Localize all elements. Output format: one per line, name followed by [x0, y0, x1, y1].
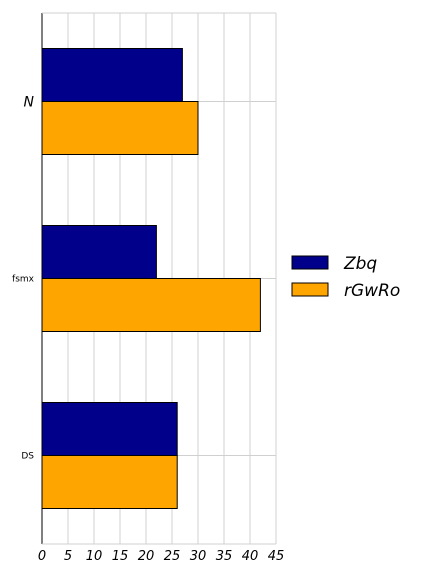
bar-rGwRo-fsmx: [41, 278, 261, 332]
x-tick-label: 5: [64, 549, 72, 564]
x-tick-label: 25: [164, 549, 181, 564]
x-tick-label: 10: [86, 549, 103, 564]
bar-rGwRo-DS: [41, 455, 178, 509]
x-axis-ticks: 0 5 10 15 20 25 30 35 40 45: [38, 549, 284, 564]
bar-Zbq-DS: [41, 402, 178, 456]
bar-Zbq-fsmx: [41, 225, 157, 279]
x-tick-label: 35: [216, 549, 233, 564]
legend-swatch-Zbq: [291, 255, 329, 270]
legend-label-rGwRo: rGwRo: [344, 281, 400, 301]
bar-Zbq-N: [41, 48, 183, 102]
x-tick-label: 40: [242, 549, 259, 564]
x-tick-label: 20: [138, 549, 155, 564]
legend: Zbq rGwRo: [291, 254, 400, 301]
y-category-label: fsmx: [12, 275, 35, 285]
legend-swatch-rGwRo: [291, 282, 329, 297]
y-category-label: N: [24, 95, 35, 111]
y-category-label: DS: [21, 452, 34, 462]
bar-group: [41, 48, 261, 509]
x-tick-label: 15: [112, 549, 129, 564]
x-tick-label: 0: [38, 549, 46, 564]
x-tick-label: 45: [268, 549, 285, 564]
bar-rGwRo-N: [41, 101, 199, 155]
legend-label-Zbq: Zbq: [343, 254, 377, 274]
axis-frame: [41, 12, 276, 545]
x-tick-label: 30: [190, 549, 207, 564]
